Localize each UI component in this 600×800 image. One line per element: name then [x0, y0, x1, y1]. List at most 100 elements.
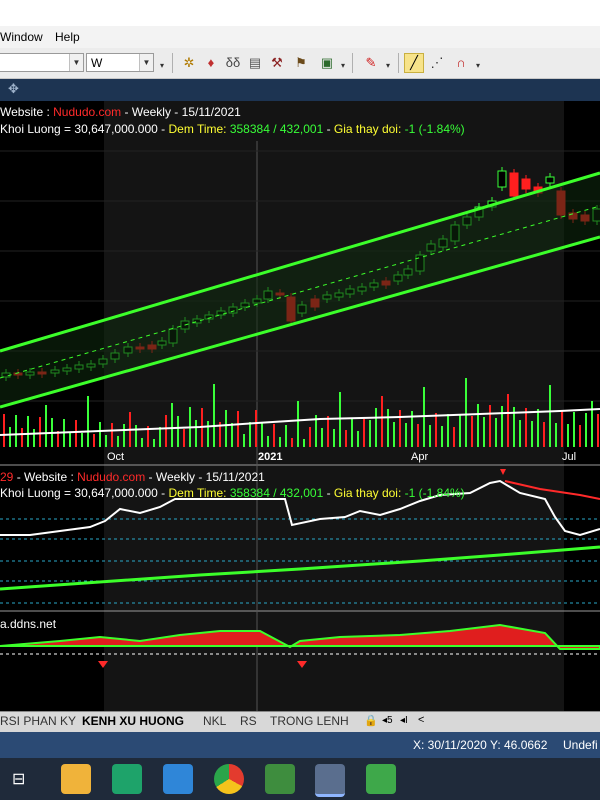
volume-bar: [285, 425, 287, 447]
tool-icon[interactable]: ⚑: [295, 55, 307, 70]
volume-bar: [459, 415, 461, 447]
volume-bar: [123, 424, 125, 447]
tab-kenh-xu-huong[interactable]: KENH XU HUONG: [82, 714, 185, 728]
volume-bar: [417, 424, 419, 447]
task-view-icon[interactable]: ⊟: [12, 771, 26, 788]
volume-bar: [345, 430, 347, 447]
tab-rs[interactable]: RS: [240, 714, 257, 728]
magnet-icon[interactable]: ∩: [456, 55, 466, 70]
timeframe-combo[interactable]: W ▼: [86, 53, 154, 72]
template-icon[interactable]: ▤: [248, 55, 262, 70]
volume-bar: [393, 422, 395, 447]
volume-bar: [279, 437, 281, 447]
toolbar-dropdown-icon[interactable]: ▾: [341, 61, 346, 70]
volume-bar: [207, 421, 209, 447]
indicator-icon[interactable]: ♦: [207, 55, 215, 70]
app-triangle-icon[interactable]: [315, 764, 345, 797]
app-green-icon[interactable]: [112, 764, 142, 794]
volume-bar: [171, 403, 173, 447]
volume-bar: [489, 405, 491, 447]
time-label-oct: Oct: [107, 451, 125, 463]
chart-header-line2: Khoi Luong = 30,647,000.000 - Dem Time: …: [0, 122, 465, 136]
candle-body: [521, 178, 531, 190]
line-tool-icon[interactable]: ╱: [404, 53, 424, 73]
channel-mid: [0, 205, 600, 379]
chart-header-line1: Website : Nududo.com - Weekly - 15/11/20…: [0, 105, 241, 119]
volume-bar: [399, 410, 401, 447]
status-bar: X: 30/11/2020 Y: 46.0662 Undefi: [0, 732, 600, 758]
volume-bar: [525, 408, 527, 447]
price-chart[interactable]: [0, 101, 600, 711]
tab-nkl[interactable]: NKL: [203, 714, 227, 728]
lock-icon[interactable]: 🔒: [364, 715, 378, 727]
volume-bar: [231, 423, 233, 447]
marker-triangle: [297, 661, 307, 668]
volume-label: Khoi Luong = 30,647,000.000: [0, 122, 158, 136]
file-explorer-icon[interactable]: [61, 764, 91, 794]
chrome-icon[interactable]: [214, 764, 244, 794]
volume-bar: [453, 427, 455, 447]
menu-help[interactable]: Help: [55, 30, 80, 44]
volume-bar: [549, 385, 551, 447]
pen-color-icon[interactable]: ✎: [365, 55, 377, 70]
toolbar-divider: [352, 53, 353, 73]
chevron-down-icon[interactable]: ▼: [139, 54, 153, 71]
volume-bar: [153, 439, 155, 447]
volume-bar: [9, 427, 11, 447]
marker-triangle: [500, 469, 506, 475]
toolbar-dropdown-icon[interactable]: ▾: [386, 61, 391, 70]
export-icon[interactable]: ▣: [320, 55, 334, 70]
volume-bar: [81, 433, 83, 447]
channel-fill: [0, 173, 600, 407]
volume-bar: [405, 423, 407, 447]
nav-prev-icon[interactable]: ◂5: [382, 715, 393, 726]
volume-bar: [147, 426, 149, 447]
app-chart-icon[interactable]: [366, 764, 396, 794]
price-change-label: Gia thay doi:: [333, 122, 405, 136]
volume-bar: [141, 438, 143, 447]
volume-bar: [543, 422, 545, 447]
volume-bar: [441, 426, 443, 447]
tab-rsi-phan-ky[interactable]: RSI PHAN KY: [0, 714, 77, 728]
gear-icon[interactable]: ✲: [183, 55, 195, 70]
volume-bar: [381, 396, 383, 447]
dashed-line-icon[interactable]: ⋰: [430, 55, 444, 70]
timeframe-date: - Weekly - 15/11/2021: [121, 105, 241, 119]
chevron-left-icon[interactable]: <: [418, 714, 425, 726]
volume-bar: [309, 427, 311, 447]
chevron-down-icon[interactable]: ▼: [69, 54, 83, 71]
indicator-header-line1: 29 - Website : Nududo.com - Weekly - 15/…: [0, 470, 265, 484]
app-blue-icon[interactable]: [163, 764, 193, 794]
volume-bar: [477, 404, 479, 447]
volume-bar: [363, 419, 365, 447]
toolbar-divider: [398, 53, 399, 73]
time-label-jul: Jul: [562, 451, 577, 463]
chart-area[interactable]: Website : Nududo.com - Weekly - 15/11/20…: [0, 101, 600, 711]
volume-bar: [327, 416, 329, 447]
menu-window[interactable]: Window: [0, 30, 43, 44]
volume-bar: [117, 436, 119, 447]
volume-bar: [567, 424, 569, 447]
volume-bar: [561, 411, 563, 447]
volume-bar: [321, 428, 323, 447]
volume-bar: [87, 396, 89, 447]
volume-bar: [33, 429, 35, 447]
crosshair-icon[interactable]: ✥: [8, 81, 19, 96]
hammer-icon[interactable]: ⚒: [271, 55, 283, 70]
nav-first-icon[interactable]: ◂I: [400, 715, 408, 726]
volume-bar: [501, 406, 503, 447]
tab-trong-lenh[interactable]: TRONG LENH: [270, 714, 349, 728]
function-icon[interactable]: δδ: [225, 55, 241, 70]
volume-bar: [411, 411, 413, 447]
volume-bar: [219, 422, 221, 447]
dem-time-value: 358384 / 432,001: [229, 122, 324, 136]
app-diamond-icon[interactable]: [265, 764, 295, 794]
toolbar-dropdown-icon[interactable]: ▾: [160, 61, 165, 70]
status-extra: Undefi: [563, 738, 598, 752]
toolbar-dropdown-icon[interactable]: ▾: [476, 61, 481, 70]
symbol-combo[interactable]: ▼: [0, 53, 84, 72]
status-x: X: 30/11/2020: [413, 738, 487, 752]
volume-ma: [0, 408, 600, 436]
period-band: [256, 101, 412, 711]
volume-bar: [45, 405, 47, 447]
